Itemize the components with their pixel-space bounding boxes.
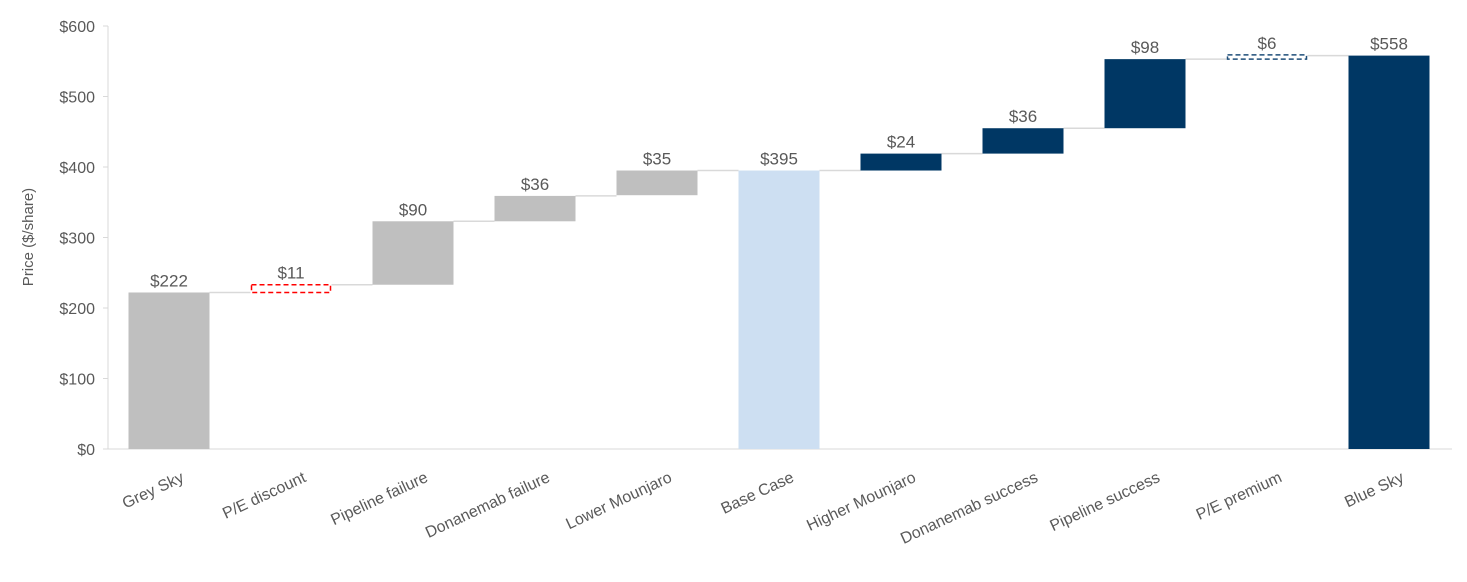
bar-higher-mounjaro <box>860 153 942 171</box>
bar-donanemab-failure <box>494 195 576 222</box>
category-label-p-e-premium: P/E premium <box>1194 469 1285 523</box>
category-label-donanemab-failure: Donanemab failure <box>423 469 553 542</box>
bar-lower-mounjaro <box>616 170 698 196</box>
data-label-blue-sky: $558 <box>1370 35 1408 54</box>
bar-pipeline-failure <box>372 221 454 285</box>
data-label-lower-mounjaro: $35 <box>643 150 671 169</box>
y-tick-label: $600 <box>59 19 95 36</box>
data-label-higher-mounjaro: $24 <box>887 133 915 152</box>
data-label-donanemab-success: $36 <box>1009 107 1037 126</box>
data-label-donanemab-failure: $36 <box>521 175 549 194</box>
y-tick-label: $0 <box>77 442 95 459</box>
y-axis-title: Price ($/share) <box>20 188 37 286</box>
bar-p-e-premium <box>1226 54 1308 60</box>
bar-grey-sky <box>128 292 210 449</box>
y-tick-label: $300 <box>59 231 95 248</box>
data-labels: $222 $11 $90 $36 $35 $395 $24 $36 $98 $6 $558 <box>150 34 1408 291</box>
data-label-p-e-discount: $11 <box>277 264 304 283</box>
bar-pipeline-success <box>1104 59 1186 129</box>
category-labels: Grey Sky P/E discount Pipeline failureDona… <box>120 469 1407 548</box>
category-label-grey-sky: Grey Sky <box>120 469 187 512</box>
data-label-p-e-premium: $6 <box>1258 34 1277 53</box>
bar-p-e-discount <box>250 283 332 294</box>
bar-donanemab-success <box>982 128 1064 154</box>
y-tick-label: $500 <box>59 90 95 107</box>
category-label-lower-mounjaro: Lower Mounjaro <box>564 469 675 533</box>
data-label-grey-sky: $222 <box>150 271 188 290</box>
bar-base-case <box>738 170 820 449</box>
category-label-donanemab-success: Donanemab success <box>898 469 1041 548</box>
y-axis: $0 $100 $200 $300 $400 $500 $600 <box>59 19 109 459</box>
category-label-pipeline-success: Pipeline success <box>1047 469 1162 535</box>
category-label-base-case: Base Case <box>719 469 797 518</box>
y-tick-label: $200 <box>59 301 95 318</box>
category-label-blue-sky: Blue Sky <box>1342 469 1406 511</box>
y-tick-label: $100 <box>59 372 95 389</box>
data-label-pipeline-failure: $90 <box>399 200 427 219</box>
bar-blue-sky <box>1348 55 1430 450</box>
category-label-p-e-discount: P/E discount <box>220 469 309 523</box>
y-tick-label: $400 <box>59 160 95 177</box>
bars <box>128 54 1430 450</box>
connector-lines <box>209 54 1349 294</box>
data-label-pipeline-success: $98 <box>1131 38 1159 57</box>
category-label-pipeline-failure: Pipeline failure <box>328 469 430 529</box>
data-label-base-case: $395 <box>760 150 798 169</box>
category-label-higher-mounjaro: Higher Mounjaro <box>804 469 918 534</box>
